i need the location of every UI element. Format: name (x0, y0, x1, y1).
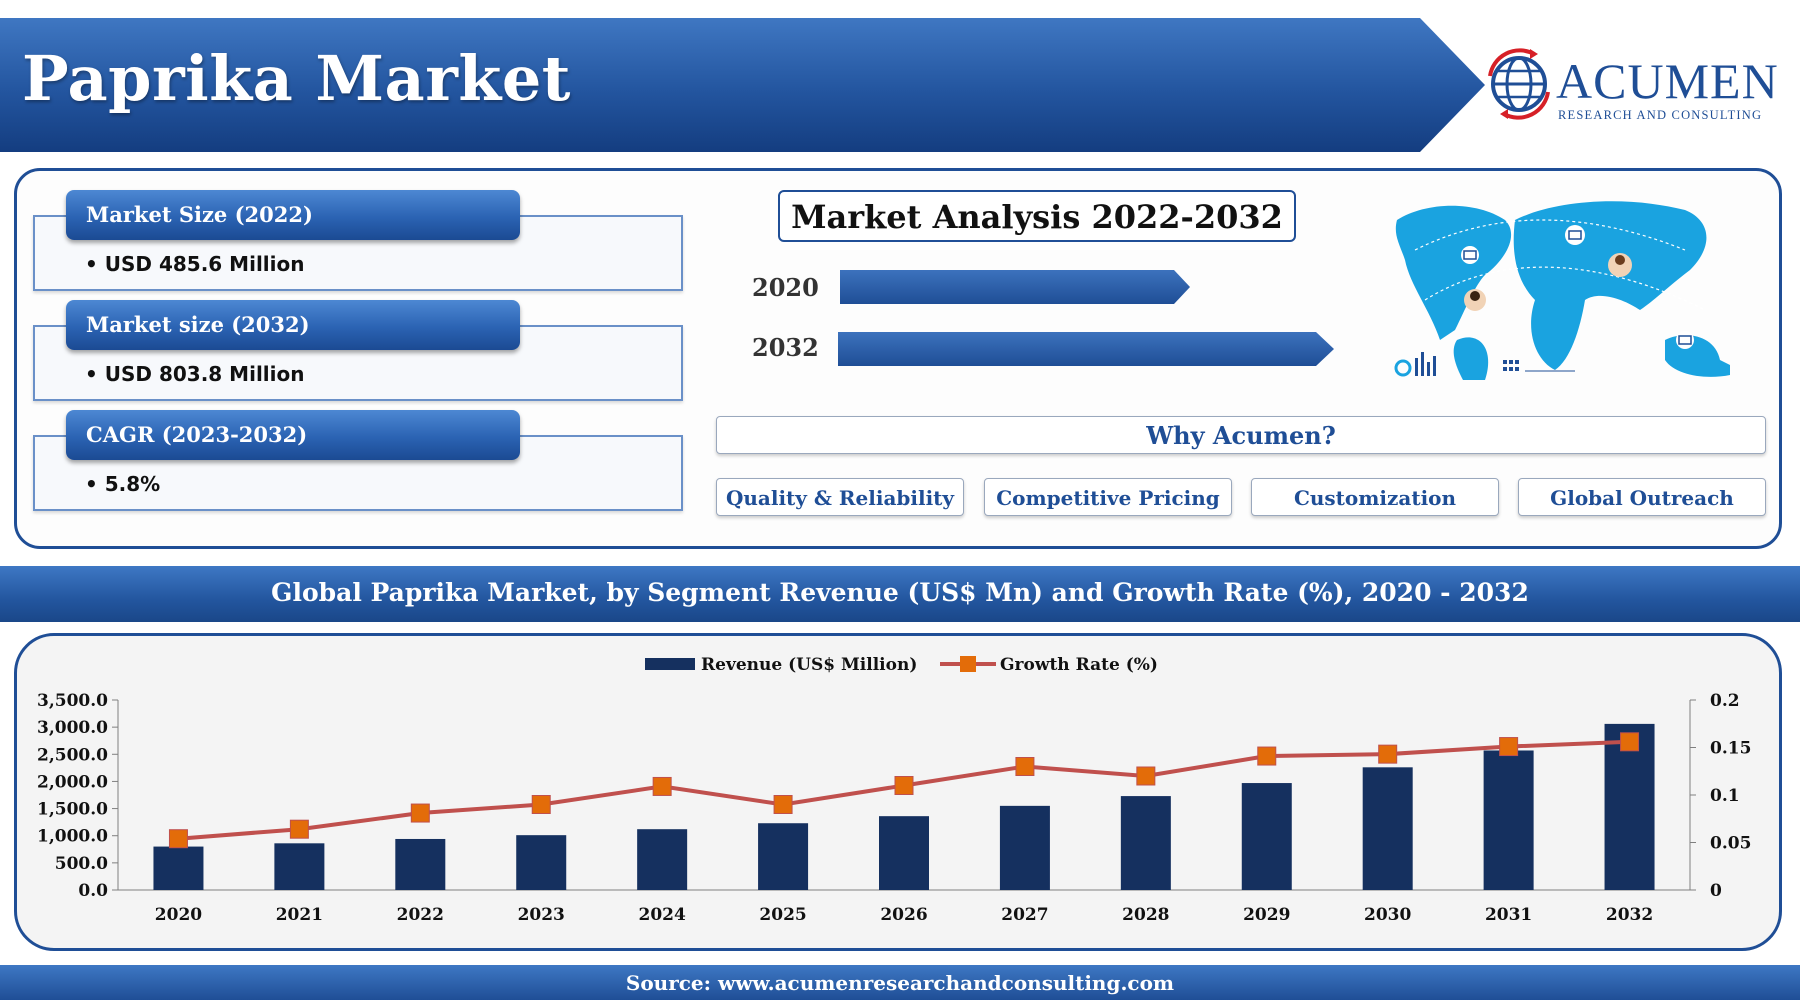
growth-rate-point (652, 776, 672, 796)
y-left-tick-label: 1,000.0 (37, 827, 108, 847)
revenue-bar (153, 846, 204, 890)
revenue-bar (879, 816, 929, 890)
cagr-value: • 5.8% (85, 472, 161, 496)
x-tick-label: 2021 (276, 905, 323, 925)
revenue-bar (758, 823, 809, 890)
revenue-bar (1604, 723, 1655, 890)
growth-rate-point (289, 819, 309, 839)
revenue-bar (516, 835, 567, 890)
chart-section-title: Global Paprika Market, by Segment Revenu… (271, 578, 1529, 607)
x-tick-label: 2028 (1122, 905, 1169, 925)
growth-rate-point (1257, 746, 1277, 766)
y-left-tick-label: 2,500.0 (37, 745, 108, 765)
revenue-bar (1120, 796, 1171, 890)
revenue-growth-chart: 0.0500.01,000.01,500.02,000.02,500.03,00… (37, 655, 1751, 925)
legend-growth-marker (960, 656, 976, 672)
market-size-2032-label: Market size (2032) (66, 300, 520, 350)
x-tick-label: 2023 (518, 905, 565, 925)
y-right-tick-label: 0.05 (1710, 834, 1751, 854)
y-right-tick-label: 0 (1710, 881, 1722, 901)
x-tick-label: 2031 (1485, 905, 1532, 925)
growth-rate-point (531, 795, 551, 814)
header: Paprika Market ACUMEN RESEARCH AND CONSU… (0, 0, 1800, 152)
x-tick-label: 2025 (759, 905, 806, 925)
legend-growth-label: Growth Rate (%) (1000, 655, 1158, 675)
market-analysis-title: Market Analysis 2022-2032 (778, 190, 1296, 242)
growth-rate-point (1015, 757, 1035, 776)
revenue-bar (274, 843, 325, 890)
x-tick-label: 2026 (880, 905, 927, 925)
y-left-tick-label: 1,500.0 (37, 800, 108, 820)
y-right-tick-label: 0.2 (1710, 691, 1740, 711)
legend-revenue-label: Revenue (US$ Million) (701, 655, 917, 675)
growth-rate-point (773, 795, 793, 814)
quality-reliability-button[interactable]: Quality & Reliability (716, 478, 964, 516)
y-left-tick-label: 3,000.0 (37, 718, 108, 738)
why-acumen-title: Why Acumen? (716, 416, 1766, 454)
cagr-label: CAGR (2023-2032) (66, 410, 520, 460)
x-tick-label: 2020 (155, 905, 202, 925)
cagr-text: 5.8% (104, 472, 161, 496)
x-tick-label: 2027 (1001, 905, 1048, 925)
market-size-2022-label: Market Size (2022) (66, 190, 520, 240)
revenue-bar (395, 838, 446, 890)
y-left-tick-label: 2,000.0 (37, 772, 108, 792)
y-left-tick-label: 3,500.0 (37, 691, 108, 711)
x-tick-label: 2029 (1243, 905, 1290, 925)
revenue-bar (637, 829, 688, 890)
globe-icon (1488, 48, 1550, 120)
growth-rate-point (168, 829, 188, 849)
x-tick-label: 2022 (397, 905, 444, 925)
world-map-icon (1394, 201, 1730, 380)
analysis-bar-2032 (838, 332, 1334, 366)
x-tick-label: 2024 (638, 905, 685, 925)
global-outreach-button[interactable]: Global Outreach (1518, 478, 1766, 516)
market-size-2032-value: • USD 803.8 Million (85, 362, 305, 386)
revenue-bar (1241, 783, 1292, 890)
title-banner (0, 18, 1485, 152)
y-right-tick-label: 0.15 (1710, 739, 1751, 759)
competitive-pricing-button[interactable]: Competitive Pricing (984, 478, 1232, 516)
analysis-year-2020: 2020 (752, 273, 819, 302)
chart-section-band: Global Paprika Market, by Segment Revenu… (0, 566, 1800, 622)
revenue-bar (999, 805, 1050, 890)
x-tick-label: 2032 (1606, 905, 1653, 925)
revenue-bar (1362, 767, 1413, 890)
legend-revenue-swatch (645, 658, 695, 670)
market-size-2022-value: • USD 485.6 Million (85, 252, 305, 276)
logo-tagline: RESEARCH AND CONSULTING (1558, 108, 1763, 122)
x-tick-label: 2030 (1364, 905, 1411, 925)
y-left-tick-label: 500.0 (55, 854, 108, 874)
growth-rate-point (894, 776, 914, 795)
y-right-tick-label: 0.1 (1710, 786, 1740, 806)
customization-button[interactable]: Customization (1251, 478, 1499, 516)
acumen-logo[interactable]: ACUMEN RESEARCH AND CONSULTING (1484, 46, 1784, 126)
revenue-bar (1483, 750, 1534, 890)
market-size-2032-text: USD 803.8 Million (104, 362, 305, 386)
page-title: Paprika Market (22, 42, 571, 115)
market-size-2022-text: USD 485.6 Million (104, 252, 305, 276)
growth-rate-point (1378, 744, 1398, 764)
growth-rate-point (1136, 766, 1156, 786)
analysis-bar-2020 (840, 270, 1190, 304)
analysis-year-2032: 2032 (752, 333, 819, 362)
y-left-tick-label: 0.0 (78, 881, 108, 901)
growth-rate-point (1499, 737, 1519, 757)
growth-rate-point (410, 803, 430, 823)
source-footer: Source: www.acumenresearchandconsulting.… (0, 965, 1800, 1000)
logo-name: ACUMEN (1556, 53, 1779, 109)
growth-rate-point (1620, 732, 1640, 752)
